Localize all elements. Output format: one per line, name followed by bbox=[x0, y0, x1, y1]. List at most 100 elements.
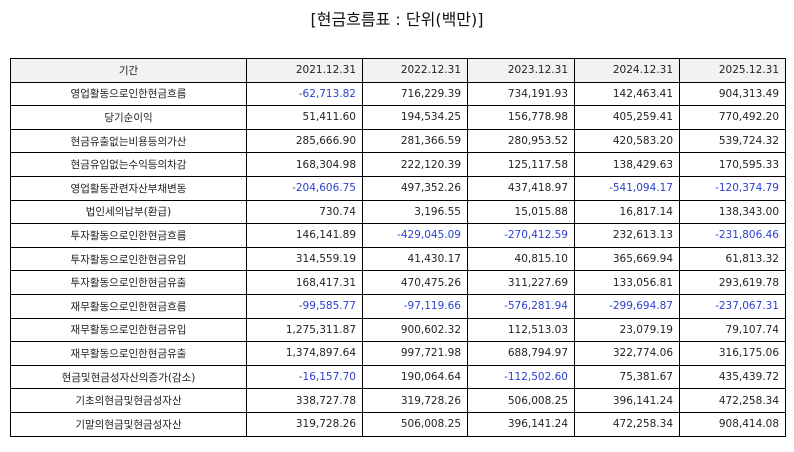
value-cell: 770,492.20 bbox=[679, 105, 786, 130]
value-cell: -270,412.59 bbox=[467, 223, 575, 248]
table-row: 투자활동으로인한현금유출 168,417.31 470,475.26 311,227.… bbox=[10, 270, 786, 295]
value-cell: 133,056.81 bbox=[574, 270, 680, 295]
value-cell: 435,439.72 bbox=[679, 364, 786, 390]
value-cell: -204,606.75 bbox=[246, 175, 363, 201]
table-row: 재무활동으로인한현금흐름 -99,585.77 -97,119.66 -576,281… bbox=[10, 293, 786, 319]
value-cell: 15,015.88 bbox=[467, 199, 575, 225]
row-label: 재무활동으로인한현금유출 bbox=[10, 341, 247, 366]
value-cell: 311,227.69 bbox=[467, 270, 575, 295]
value-cell: 168,417.31 bbox=[246, 270, 363, 295]
value-cell: 125,117.58 bbox=[467, 152, 575, 177]
header-2021: 2021.12.31 bbox=[246, 58, 363, 83]
value-cell: -120,374.79 bbox=[679, 175, 786, 201]
table-row: 재무활동으로인한현금유출 1,374,897.64 997,721.98 688,79… bbox=[10, 341, 786, 366]
value-cell: 908,414.08 bbox=[679, 411, 786, 437]
table-row: 기초의현금및현금성자산 338,727.78 319,728.26 506,008.2… bbox=[10, 388, 786, 413]
value-cell: 1,275,311.87 bbox=[246, 317, 363, 343]
value-cell: 734,191.93 bbox=[467, 81, 575, 107]
value-cell: -112,502.60 bbox=[467, 364, 575, 390]
value-cell: 285,666.90 bbox=[246, 128, 363, 154]
value-cell: 730.74 bbox=[246, 199, 363, 225]
value-cell: 319,728.26 bbox=[362, 388, 468, 413]
value-cell: 61,813.32 bbox=[679, 246, 786, 272]
value-cell: 168,304.98 bbox=[246, 152, 363, 177]
value-cell: 232,613.13 bbox=[574, 223, 680, 248]
row-label: 투자활동으로인한현금흐름 bbox=[10, 223, 247, 248]
value-cell: 41,430.17 bbox=[362, 246, 468, 272]
value-cell: 396,141.24 bbox=[467, 411, 575, 437]
value-cell: 146,141.89 bbox=[246, 223, 363, 248]
value-cell: 156,778.98 bbox=[467, 105, 575, 130]
row-label: 법인세의납부(환급) bbox=[10, 199, 247, 225]
value-cell: 472,258.34 bbox=[679, 388, 786, 413]
value-cell: 281,366.59 bbox=[362, 128, 468, 154]
value-cell: 420,583.20 bbox=[574, 128, 680, 154]
value-cell: 316,175.06 bbox=[679, 341, 786, 366]
value-cell: -237,067.31 bbox=[679, 293, 786, 319]
header-2024: 2024.12.31 bbox=[574, 58, 680, 83]
value-cell: 3,196.55 bbox=[362, 199, 468, 225]
value-cell: 506,008.25 bbox=[467, 388, 575, 413]
row-label: 당기순이익 bbox=[10, 105, 247, 130]
value-cell: 470,475.26 bbox=[362, 270, 468, 295]
value-cell: 319,728.26 bbox=[246, 411, 363, 437]
row-label: 투자활동으로인한현금유출 bbox=[10, 270, 247, 295]
row-label: 현금유출없는비용등의가산 bbox=[10, 128, 247, 154]
header-period: 기간 bbox=[10, 58, 247, 83]
row-label: 재무활동으로인한현금흐름 bbox=[10, 293, 247, 319]
value-cell: 23,079.19 bbox=[574, 317, 680, 343]
value-cell: 1,374,897.64 bbox=[246, 341, 363, 366]
value-cell: 405,259.41 bbox=[574, 105, 680, 130]
page-title: [현금흐름표 : 단위(백만)] bbox=[310, 10, 484, 29]
value-cell: 75,381.67 bbox=[574, 364, 680, 390]
value-cell: 904,313.49 bbox=[679, 81, 786, 107]
row-label: 기초의현금및현금성자산 bbox=[10, 388, 247, 413]
table-row: 재무활동으로인한현금유입 1,275,311.87 900,602.32 112,51… bbox=[10, 317, 786, 343]
table-row: 기말의현금및현금성자산 319,728.26 506,008.25 396,141.2… bbox=[10, 411, 786, 437]
value-cell: 437,418.97 bbox=[467, 175, 575, 201]
value-cell: -429,045.09 bbox=[362, 223, 468, 248]
value-cell: 16,817.14 bbox=[574, 199, 680, 225]
table-row: 투자활동으로인한현금흐름 146,141.89 -429,045.09 -270,41… bbox=[10, 223, 786, 248]
value-cell: 396,141.24 bbox=[574, 388, 680, 413]
table-row: 영업활동으로인한현금흐름 -62,713.82 716,229.39 734,191.… bbox=[10, 81, 786, 107]
value-cell: 997,721.98 bbox=[362, 341, 468, 366]
value-cell: 365,669.94 bbox=[574, 246, 680, 272]
value-cell: -299,694.87 bbox=[574, 293, 680, 319]
row-label: 영업활동으로인한현금흐름 bbox=[10, 81, 247, 107]
value-cell: 900,602.32 bbox=[362, 317, 468, 343]
table-row: 현금유입없는수익등의차감 168,304.98 222,120.39 125,117.… bbox=[10, 152, 786, 177]
value-cell: 716,229.39 bbox=[362, 81, 468, 107]
table-row: 영업활동관련자산부채변동 -204,606.75 497,352.26 437,418… bbox=[10, 175, 786, 201]
value-cell: -231,806.46 bbox=[679, 223, 786, 248]
value-cell: 142,463.41 bbox=[574, 81, 680, 107]
value-cell: 112,513.03 bbox=[467, 317, 575, 343]
value-cell: -62,713.82 bbox=[246, 81, 363, 107]
value-cell: 539,724.32 bbox=[679, 128, 786, 154]
header-2023: 2023.12.31 bbox=[467, 58, 575, 83]
value-cell: -97,119.66 bbox=[362, 293, 468, 319]
table-row: 현금및현금성자산의증가(감소) -16,157.70 190,064.64 -112,… bbox=[10, 364, 786, 390]
value-cell: -541,094.17 bbox=[574, 175, 680, 201]
value-cell: -576,281.94 bbox=[467, 293, 575, 319]
value-cell: 338,727.78 bbox=[246, 388, 363, 413]
value-cell: 293,619.78 bbox=[679, 270, 786, 295]
value-cell: -16,157.70 bbox=[246, 364, 363, 390]
value-cell: 190,064.64 bbox=[362, 364, 468, 390]
cash-flow-table: 기간 2021.12.31 2022.12.31 2023.12.31 2024… bbox=[10, 58, 786, 437]
table-row: 당기순이익 51,411.60 194,534.25 156,778.98 405,25… bbox=[10, 105, 786, 130]
value-cell: 688,794.97 bbox=[467, 341, 575, 366]
value-cell: 472,258.34 bbox=[574, 411, 680, 437]
row-label: 현금및현금성자산의증가(감소) bbox=[10, 364, 247, 390]
value-cell: 322,774.06 bbox=[574, 341, 680, 366]
value-cell: -99,585.77 bbox=[246, 293, 363, 319]
table-row: 법인세의납부(환급) 730.74 3,196.55 15,015.88 16,817.… bbox=[10, 199, 786, 225]
table-row: 투자활동으로인한현금유입 314,559.19 41,430.17 40,815.10… bbox=[10, 246, 786, 272]
value-cell: 314,559.19 bbox=[246, 246, 363, 272]
value-cell: 194,534.25 bbox=[362, 105, 468, 130]
row-label: 현금유입없는수익등의차감 bbox=[10, 152, 247, 177]
value-cell: 138,343.00 bbox=[679, 199, 786, 225]
value-cell: 506,008.25 bbox=[362, 411, 468, 437]
table-row: 현금유출없는비용등의가산 285,666.90 281,366.59 280,953.… bbox=[10, 128, 786, 154]
header-2025: 2025.12.31 bbox=[679, 58, 786, 83]
